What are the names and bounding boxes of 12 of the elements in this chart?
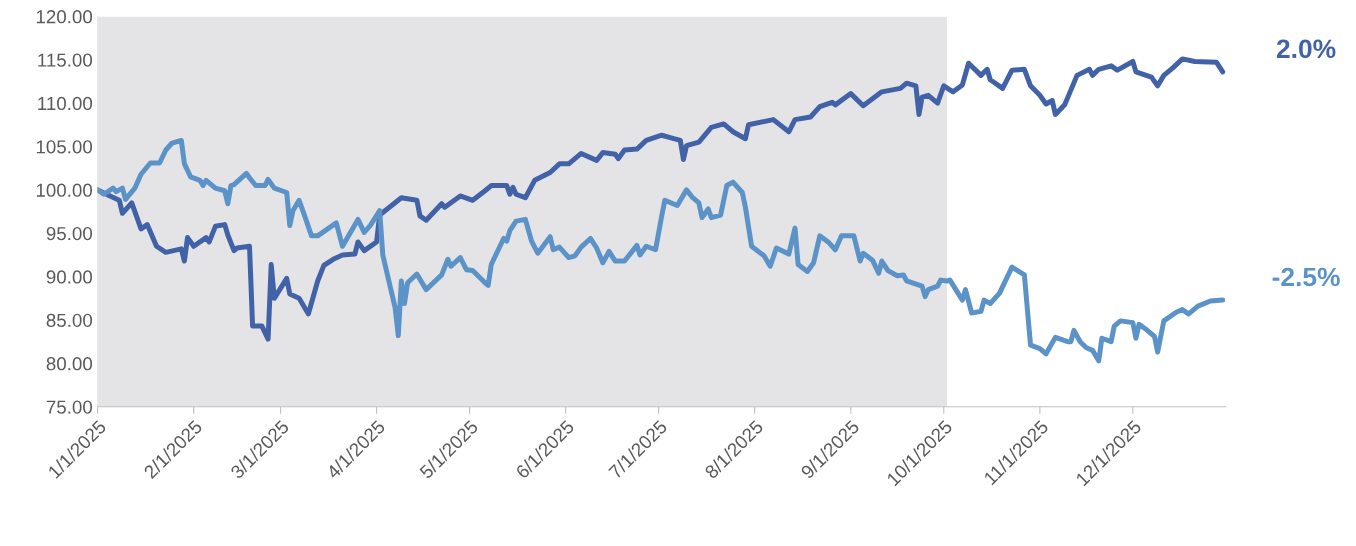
y-tick-label: 115.00 bbox=[38, 53, 93, 67]
y-tick-label: 85.00 bbox=[46, 313, 93, 327]
y-tick-label: 75.00 bbox=[46, 400, 93, 414]
y-tick-label: 120.00 bbox=[36, 10, 93, 24]
y-tick-label: 90.00 bbox=[46, 270, 93, 284]
text: -2.5% bbox=[1272, 267, 1340, 287]
text: 2.0% bbox=[1276, 39, 1336, 59]
y-tick-label: 80.00 bbox=[46, 357, 93, 371]
y-tick-label: 100.00 bbox=[36, 183, 93, 197]
y-tick-label: 110.00 bbox=[38, 96, 93, 111]
y-tick-label: 105.00 bbox=[36, 140, 93, 154]
y-tick-label: 95.00 bbox=[46, 226, 93, 241]
